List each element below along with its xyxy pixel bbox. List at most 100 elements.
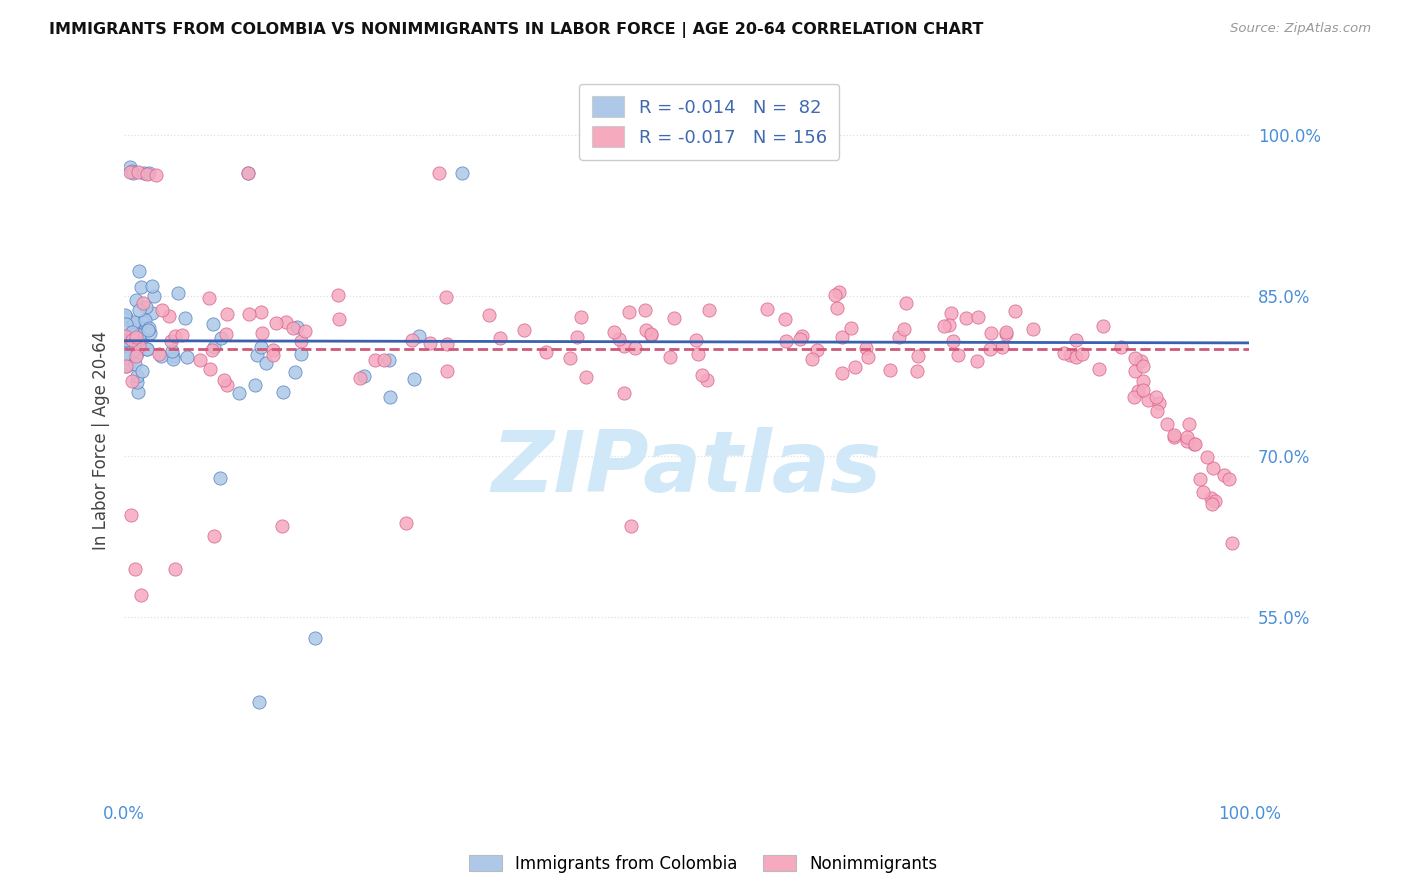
Point	[114, 310, 136, 324]
Point	[127, 320, 149, 334]
Point	[120, 337, 142, 351]
Point	[824, 288, 846, 302]
Point	[172, 328, 194, 343]
Point	[122, 323, 145, 337]
Point	[114, 347, 136, 361]
Point	[1123, 351, 1146, 365]
Point	[1218, 472, 1240, 486]
Point	[932, 318, 955, 333]
Point	[879, 362, 901, 376]
Point	[114, 359, 136, 373]
Point	[513, 323, 536, 337]
Point	[855, 342, 877, 356]
Point	[349, 371, 371, 385]
Point	[284, 365, 307, 379]
Point	[887, 330, 910, 344]
Point	[125, 345, 148, 359]
Point	[118, 332, 141, 346]
Point	[419, 335, 441, 350]
Point	[118, 358, 141, 372]
Point	[640, 328, 662, 343]
Point	[162, 351, 184, 366]
Point	[844, 360, 866, 375]
Point	[290, 334, 312, 348]
Point	[128, 302, 150, 317]
Point	[290, 347, 312, 361]
Point	[129, 588, 152, 602]
Point	[122, 319, 145, 334]
Point	[831, 330, 853, 344]
Point	[266, 316, 288, 330]
Point	[120, 345, 142, 359]
Point	[1156, 417, 1178, 431]
Point	[129, 334, 152, 348]
Point	[624, 342, 647, 356]
Point	[1163, 430, 1185, 444]
Point	[613, 339, 636, 353]
Point	[157, 309, 180, 323]
Point	[304, 631, 326, 645]
Legend: R = -0.014   N =  82, R = -0.017   N = 156: R = -0.014 N = 82, R = -0.017 N = 156	[579, 84, 839, 160]
Point	[806, 343, 828, 357]
Point	[262, 348, 284, 362]
Point	[271, 385, 294, 400]
Point	[128, 264, 150, 278]
Point	[946, 348, 969, 362]
Point	[124, 349, 146, 363]
Point	[1123, 364, 1146, 378]
Point	[270, 518, 292, 533]
Point	[138, 320, 160, 334]
Point	[941, 306, 963, 320]
Point	[567, 330, 589, 344]
Point	[124, 343, 146, 358]
Point	[121, 163, 143, 178]
Point	[979, 342, 1001, 356]
Point	[114, 311, 136, 326]
Point	[246, 347, 269, 361]
Point	[427, 166, 450, 180]
Point	[1189, 473, 1212, 487]
Point	[613, 385, 636, 400]
Point	[208, 470, 231, 484]
Point	[828, 285, 851, 300]
Point	[236, 166, 259, 180]
Point	[247, 695, 270, 709]
Point	[120, 337, 142, 351]
Point	[1175, 430, 1198, 444]
Point	[955, 311, 977, 326]
Point	[128, 339, 150, 353]
Point	[139, 326, 162, 340]
Point	[200, 362, 222, 376]
Point	[132, 295, 155, 310]
Point	[1126, 384, 1149, 399]
Point	[121, 326, 143, 341]
Text: ZIPatlas: ZIPatlas	[492, 427, 882, 510]
Point	[617, 304, 640, 318]
Point	[1132, 384, 1154, 398]
Point	[775, 334, 797, 348]
Point	[122, 317, 145, 331]
Point	[856, 351, 879, 365]
Point	[118, 161, 141, 175]
Point	[991, 340, 1014, 354]
Point	[659, 351, 682, 365]
Point	[408, 329, 430, 343]
Point	[162, 349, 184, 363]
Point	[938, 318, 960, 332]
Point	[127, 384, 149, 399]
Point	[131, 280, 153, 294]
Point	[401, 333, 423, 347]
Point	[135, 167, 157, 181]
Point	[121, 333, 143, 347]
Point	[254, 356, 277, 370]
Point	[138, 166, 160, 180]
Point	[134, 312, 156, 326]
Point	[558, 351, 581, 365]
Point	[688, 347, 710, 361]
Point	[118, 341, 141, 355]
Point	[250, 304, 273, 318]
Point	[122, 315, 145, 329]
Point	[128, 327, 150, 342]
Point	[115, 317, 138, 331]
Point	[127, 375, 149, 389]
